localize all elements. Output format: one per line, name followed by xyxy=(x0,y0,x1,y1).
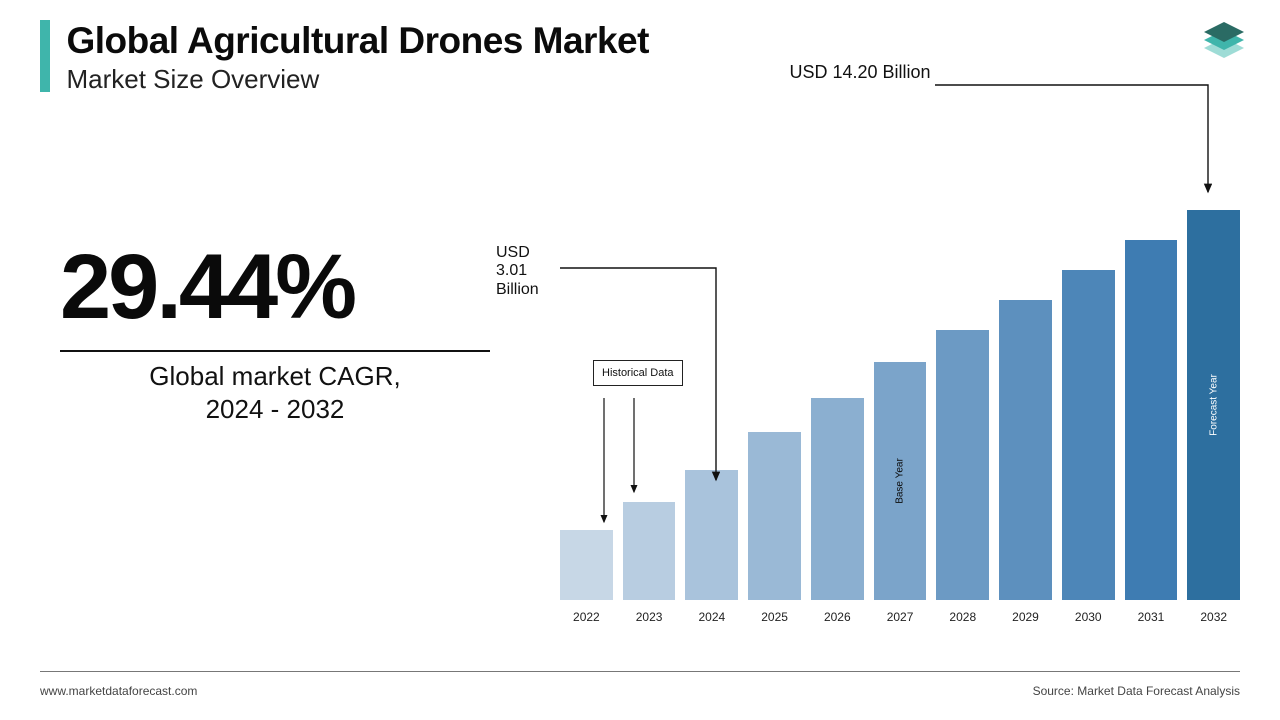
cagr-caption-line1: Global market CAGR, xyxy=(149,361,400,391)
x-axis-labels: 2022 2023 2024 2025 2026 2027 2028 2029 2030 2031… xyxy=(560,610,1240,624)
bar-wrap xyxy=(748,432,801,600)
titles: Global Agricultural Drones Market Market… xyxy=(66,20,648,95)
bar-chart: Base YearForecast Year 20222023202420252… xyxy=(560,170,1240,630)
bar-wrap: Forecast Year xyxy=(1187,210,1240,600)
bar xyxy=(811,398,864,600)
x-axis-label: 2031 xyxy=(1125,610,1178,624)
forecast-year-label: Forecast Year xyxy=(1208,374,1219,436)
bar xyxy=(1125,240,1178,600)
bar xyxy=(936,330,989,600)
cagr-caption-line2: 2024 - 2032 xyxy=(206,394,345,424)
brand-logo-icon xyxy=(1196,16,1252,77)
bar: Base Year xyxy=(874,362,927,600)
callout-start-value: USD 3.01 Billion xyxy=(496,244,560,299)
page: Global Agricultural Drones Market Market… xyxy=(0,0,1280,720)
stat-divider xyxy=(60,350,490,352)
callout-start-text: USD 3.01 Billion xyxy=(496,244,539,298)
bar xyxy=(623,502,676,600)
cagr-caption: Global market CAGR, 2024 - 2032 xyxy=(60,360,490,425)
bar: Forecast Year xyxy=(1187,210,1240,600)
bar-wrap xyxy=(999,300,1052,600)
bar xyxy=(748,432,801,600)
x-axis-label: 2030 xyxy=(1062,610,1115,624)
accent-bar xyxy=(40,20,50,92)
historical-data-label: Historical Data xyxy=(602,367,674,379)
x-axis-label: 2026 xyxy=(811,610,864,624)
bar-wrap xyxy=(685,470,738,600)
bar-wrap xyxy=(936,330,989,600)
footer-divider xyxy=(40,671,1240,672)
x-axis-label: 2023 xyxy=(623,610,676,624)
bar-wrap xyxy=(1125,240,1178,600)
footer-url: www.marketdataforecast.com xyxy=(40,684,197,698)
bar-wrap xyxy=(1062,270,1115,600)
x-axis-label: 2024 xyxy=(685,610,738,624)
cagr-value: 29.44% xyxy=(60,235,500,340)
x-axis-label: 2028 xyxy=(936,610,989,624)
x-axis-label: 2025 xyxy=(748,610,801,624)
bar xyxy=(685,470,738,600)
page-title: Global Agricultural Drones Market xyxy=(66,20,648,62)
bar xyxy=(1062,270,1115,600)
title-block: Global Agricultural Drones Market Market… xyxy=(40,20,649,95)
bar-wrap xyxy=(623,502,676,600)
base-year-label: Base Year xyxy=(895,458,906,504)
callout-end-value: USD 14.20 Billion xyxy=(780,62,940,83)
bar-wrap: Base Year xyxy=(874,362,927,600)
bar xyxy=(560,530,613,600)
x-axis-label: 2029 xyxy=(999,610,1052,624)
x-axis-label: 2032 xyxy=(1187,610,1240,624)
x-axis-label: 2022 xyxy=(560,610,613,624)
callout-end-text: USD 14.20 Billion xyxy=(789,62,930,82)
x-axis-label: 2027 xyxy=(874,610,927,624)
bar-wrap xyxy=(811,398,864,600)
footer-source: Source: Market Data Forecast Analysis xyxy=(1033,684,1240,698)
historical-data-box: Historical Data xyxy=(593,360,683,386)
page-subtitle: Market Size Overview xyxy=(66,64,648,95)
cagr-stat: 29.44% Global market CAGR, 2024 - 2032 xyxy=(60,235,500,425)
bar xyxy=(999,300,1052,600)
bar-wrap xyxy=(560,530,613,600)
